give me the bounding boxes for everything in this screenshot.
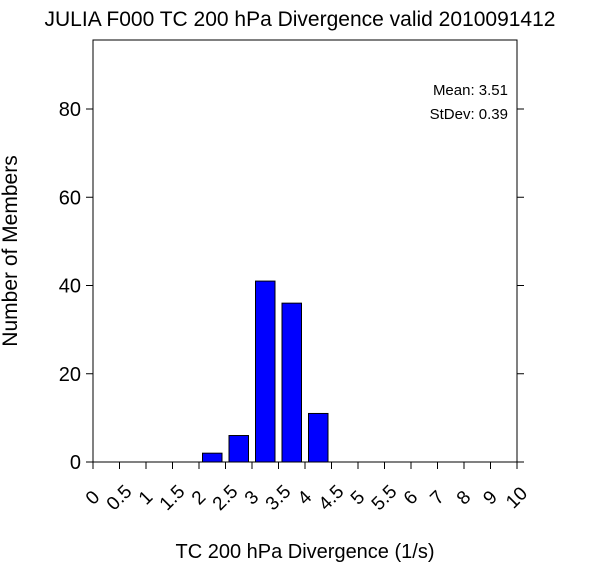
x-tick-label: 2 bbox=[188, 487, 210, 509]
x-tick-label: 1.5 bbox=[156, 481, 190, 515]
y-tick-label: 40 bbox=[59, 276, 81, 298]
y-tick-label: 20 bbox=[59, 364, 81, 386]
bar-4 bbox=[308, 412, 329, 463]
x-tick-label: 6 bbox=[400, 487, 422, 509]
x-tick-label: 2.5 bbox=[209, 481, 243, 515]
y-tick-label: 60 bbox=[59, 187, 81, 209]
x-tick-label: 4 bbox=[294, 487, 317, 510]
y-axis-label: Number of Members bbox=[0, 155, 22, 346]
y-tick-label: 80 bbox=[59, 99, 81, 121]
y-axis: 0 20 40 60 80 bbox=[59, 99, 524, 474]
chart-title: JULIA F000 TC 200 hPa Divergence valid 2… bbox=[45, 8, 556, 31]
x-tick-label: 5.5 bbox=[368, 481, 402, 515]
y-tick-label: 0 bbox=[70, 452, 81, 474]
x-tick-label: 10 bbox=[502, 483, 532, 513]
bar-2 bbox=[202, 452, 223, 463]
x-tick-label: 4.5 bbox=[315, 481, 349, 515]
bar-3 bbox=[255, 280, 276, 463]
x-tick-label: 7 bbox=[426, 487, 448, 509]
bar-2.5 bbox=[228, 435, 249, 463]
mean-annotation: Mean: 3.51 bbox=[433, 82, 508, 99]
x-tick-label: 3.5 bbox=[262, 481, 296, 515]
plot-frame bbox=[92, 39, 518, 463]
x-tick-label: 1 bbox=[135, 487, 157, 509]
x-tick-label: 8 bbox=[453, 487, 475, 509]
x-tick-label: 0 bbox=[82, 487, 104, 509]
x-tick-label: 0.5 bbox=[103, 481, 137, 515]
x-axis: 00.511.522.533.544.555.56 7 8 9 10 bbox=[82, 462, 532, 515]
x-tick-label: 9 bbox=[479, 487, 501, 509]
x-tick-label: 3 bbox=[241, 487, 263, 509]
bars-group bbox=[202, 280, 329, 463]
stdev-annotation: StDev: 0.39 bbox=[430, 106, 508, 123]
bar-3.5 bbox=[281, 302, 302, 463]
x-axis-label: TC 200 hPa Divergence (1/s) bbox=[175, 541, 434, 563]
x-tick-label: 5 bbox=[347, 487, 369, 509]
